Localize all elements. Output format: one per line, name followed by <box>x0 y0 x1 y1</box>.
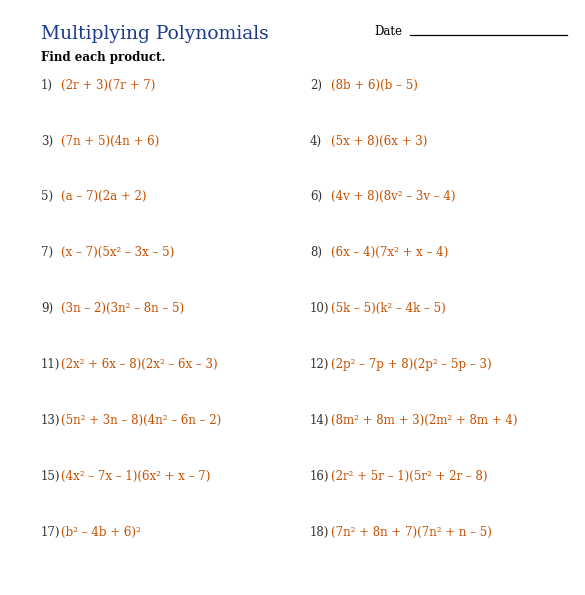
Text: 16): 16) <box>310 470 329 483</box>
Text: 7): 7) <box>41 246 53 259</box>
Text: 3): 3) <box>41 134 53 148</box>
Text: 15): 15) <box>41 470 60 483</box>
Text: (6x – 4)(7x² + x – 4): (6x – 4)(7x² + x – 4) <box>331 246 448 259</box>
Text: (8b + 6)(b – 5): (8b + 6)(b – 5) <box>331 79 418 92</box>
Text: 2): 2) <box>310 79 322 92</box>
Text: (b² – 4b + 6)²: (b² – 4b + 6)² <box>61 526 141 539</box>
Text: Multiplying Polynomials: Multiplying Polynomials <box>41 25 269 43</box>
Text: (2r² + 5r – 1)(5r² + 2r – 8): (2r² + 5r – 1)(5r² + 2r – 8) <box>331 470 487 483</box>
Text: (2x² + 6x – 8)(2x² – 6x – 3): (2x² + 6x – 8)(2x² – 6x – 3) <box>61 358 218 371</box>
Text: (a – 7)(2a + 2): (a – 7)(2a + 2) <box>61 190 147 203</box>
Text: (2r + 3)(7r + 7): (2r + 3)(7r + 7) <box>61 79 156 92</box>
Text: 12): 12) <box>310 358 329 371</box>
Text: (5x + 8)(6x + 3): (5x + 8)(6x + 3) <box>331 134 427 148</box>
Text: 5): 5) <box>41 190 53 203</box>
Text: 17): 17) <box>41 526 60 539</box>
Text: 6): 6) <box>310 190 322 203</box>
Text: 8): 8) <box>310 246 322 259</box>
Text: 18): 18) <box>310 526 329 539</box>
Text: 11): 11) <box>41 358 60 371</box>
Text: Date: Date <box>374 25 402 38</box>
Text: (5n² + 3n – 8)(4n² – 6n – 2): (5n² + 3n – 8)(4n² – 6n – 2) <box>61 414 222 427</box>
Text: 10): 10) <box>310 302 329 315</box>
Text: (x – 7)(5x² – 3x – 5): (x – 7)(5x² – 3x – 5) <box>61 246 175 259</box>
Text: (5k – 5)(k² – 4k – 5): (5k – 5)(k² – 4k – 5) <box>331 302 445 315</box>
Text: 13): 13) <box>41 414 60 427</box>
Text: (3n – 2)(3n² – 8n – 5): (3n – 2)(3n² – 8n – 5) <box>61 302 184 315</box>
Text: 4): 4) <box>310 134 322 148</box>
Text: (8m² + 8m + 3)(2m² + 8m + 4): (8m² + 8m + 3)(2m² + 8m + 4) <box>331 414 517 427</box>
Text: (7n + 5)(4n + 6): (7n + 5)(4n + 6) <box>61 134 160 148</box>
Text: 9): 9) <box>41 302 53 315</box>
Text: 14): 14) <box>310 414 329 427</box>
Text: (4v + 8)(8v² – 3v – 4): (4v + 8)(8v² – 3v – 4) <box>331 190 455 203</box>
Text: (4x² – 7x – 1)(6x² + x – 7): (4x² – 7x – 1)(6x² + x – 7) <box>61 470 211 483</box>
Text: (2p² – 7p + 8)(2p² – 5p – 3): (2p² – 7p + 8)(2p² – 5p – 3) <box>331 358 491 371</box>
Text: (7n² + 8n + 7)(7n² + n – 5): (7n² + 8n + 7)(7n² + n – 5) <box>331 526 491 539</box>
Text: Find each product.: Find each product. <box>41 51 166 64</box>
Text: 1): 1) <box>41 79 53 92</box>
